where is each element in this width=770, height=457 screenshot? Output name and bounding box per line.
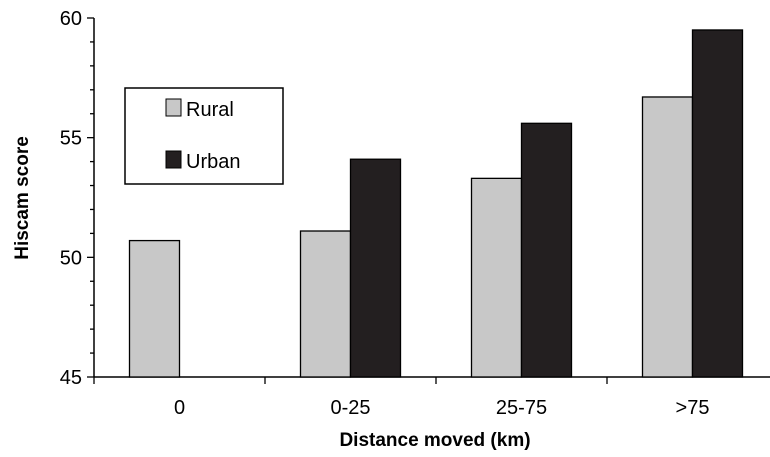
legend: Rural Urban bbox=[124, 87, 284, 185]
x-tick-labels: 0 0-25 25-75 >75 bbox=[174, 397, 710, 419]
y-tick-label: 50 bbox=[60, 247, 82, 269]
bar-urban bbox=[349, 158, 402, 378]
x-tick-label: >75 bbox=[676, 397, 710, 419]
legend-swatch-rural bbox=[165, 98, 182, 117]
x-tick-label: 25-75 bbox=[496, 397, 547, 419]
y-tick-labels: 45 50 55 60 bbox=[60, 8, 82, 389]
legend-label-rural: Rural bbox=[186, 99, 234, 121]
bar-rural bbox=[299, 230, 352, 378]
x-tick-label: 0 bbox=[174, 397, 185, 419]
bar-rural bbox=[470, 177, 523, 378]
legend-box bbox=[124, 87, 284, 185]
bar-rural bbox=[641, 96, 694, 378]
bars bbox=[128, 29, 744, 378]
x-tick-label: 0-25 bbox=[330, 397, 370, 419]
x-axis-title: Distance moved (km) bbox=[339, 430, 530, 451]
y-tick-label: 60 bbox=[60, 8, 82, 30]
y-axis-title: Hiscam score bbox=[12, 136, 33, 260]
y-tick-label: 45 bbox=[60, 367, 82, 389]
legend-swatch-urban bbox=[165, 150, 182, 169]
bar-urban bbox=[691, 29, 744, 378]
y-tick-label: 55 bbox=[60, 128, 82, 150]
legend-label-urban: Urban bbox=[186, 151, 240, 173]
bar-urban bbox=[520, 122, 573, 378]
bar-rural bbox=[128, 239, 181, 378]
